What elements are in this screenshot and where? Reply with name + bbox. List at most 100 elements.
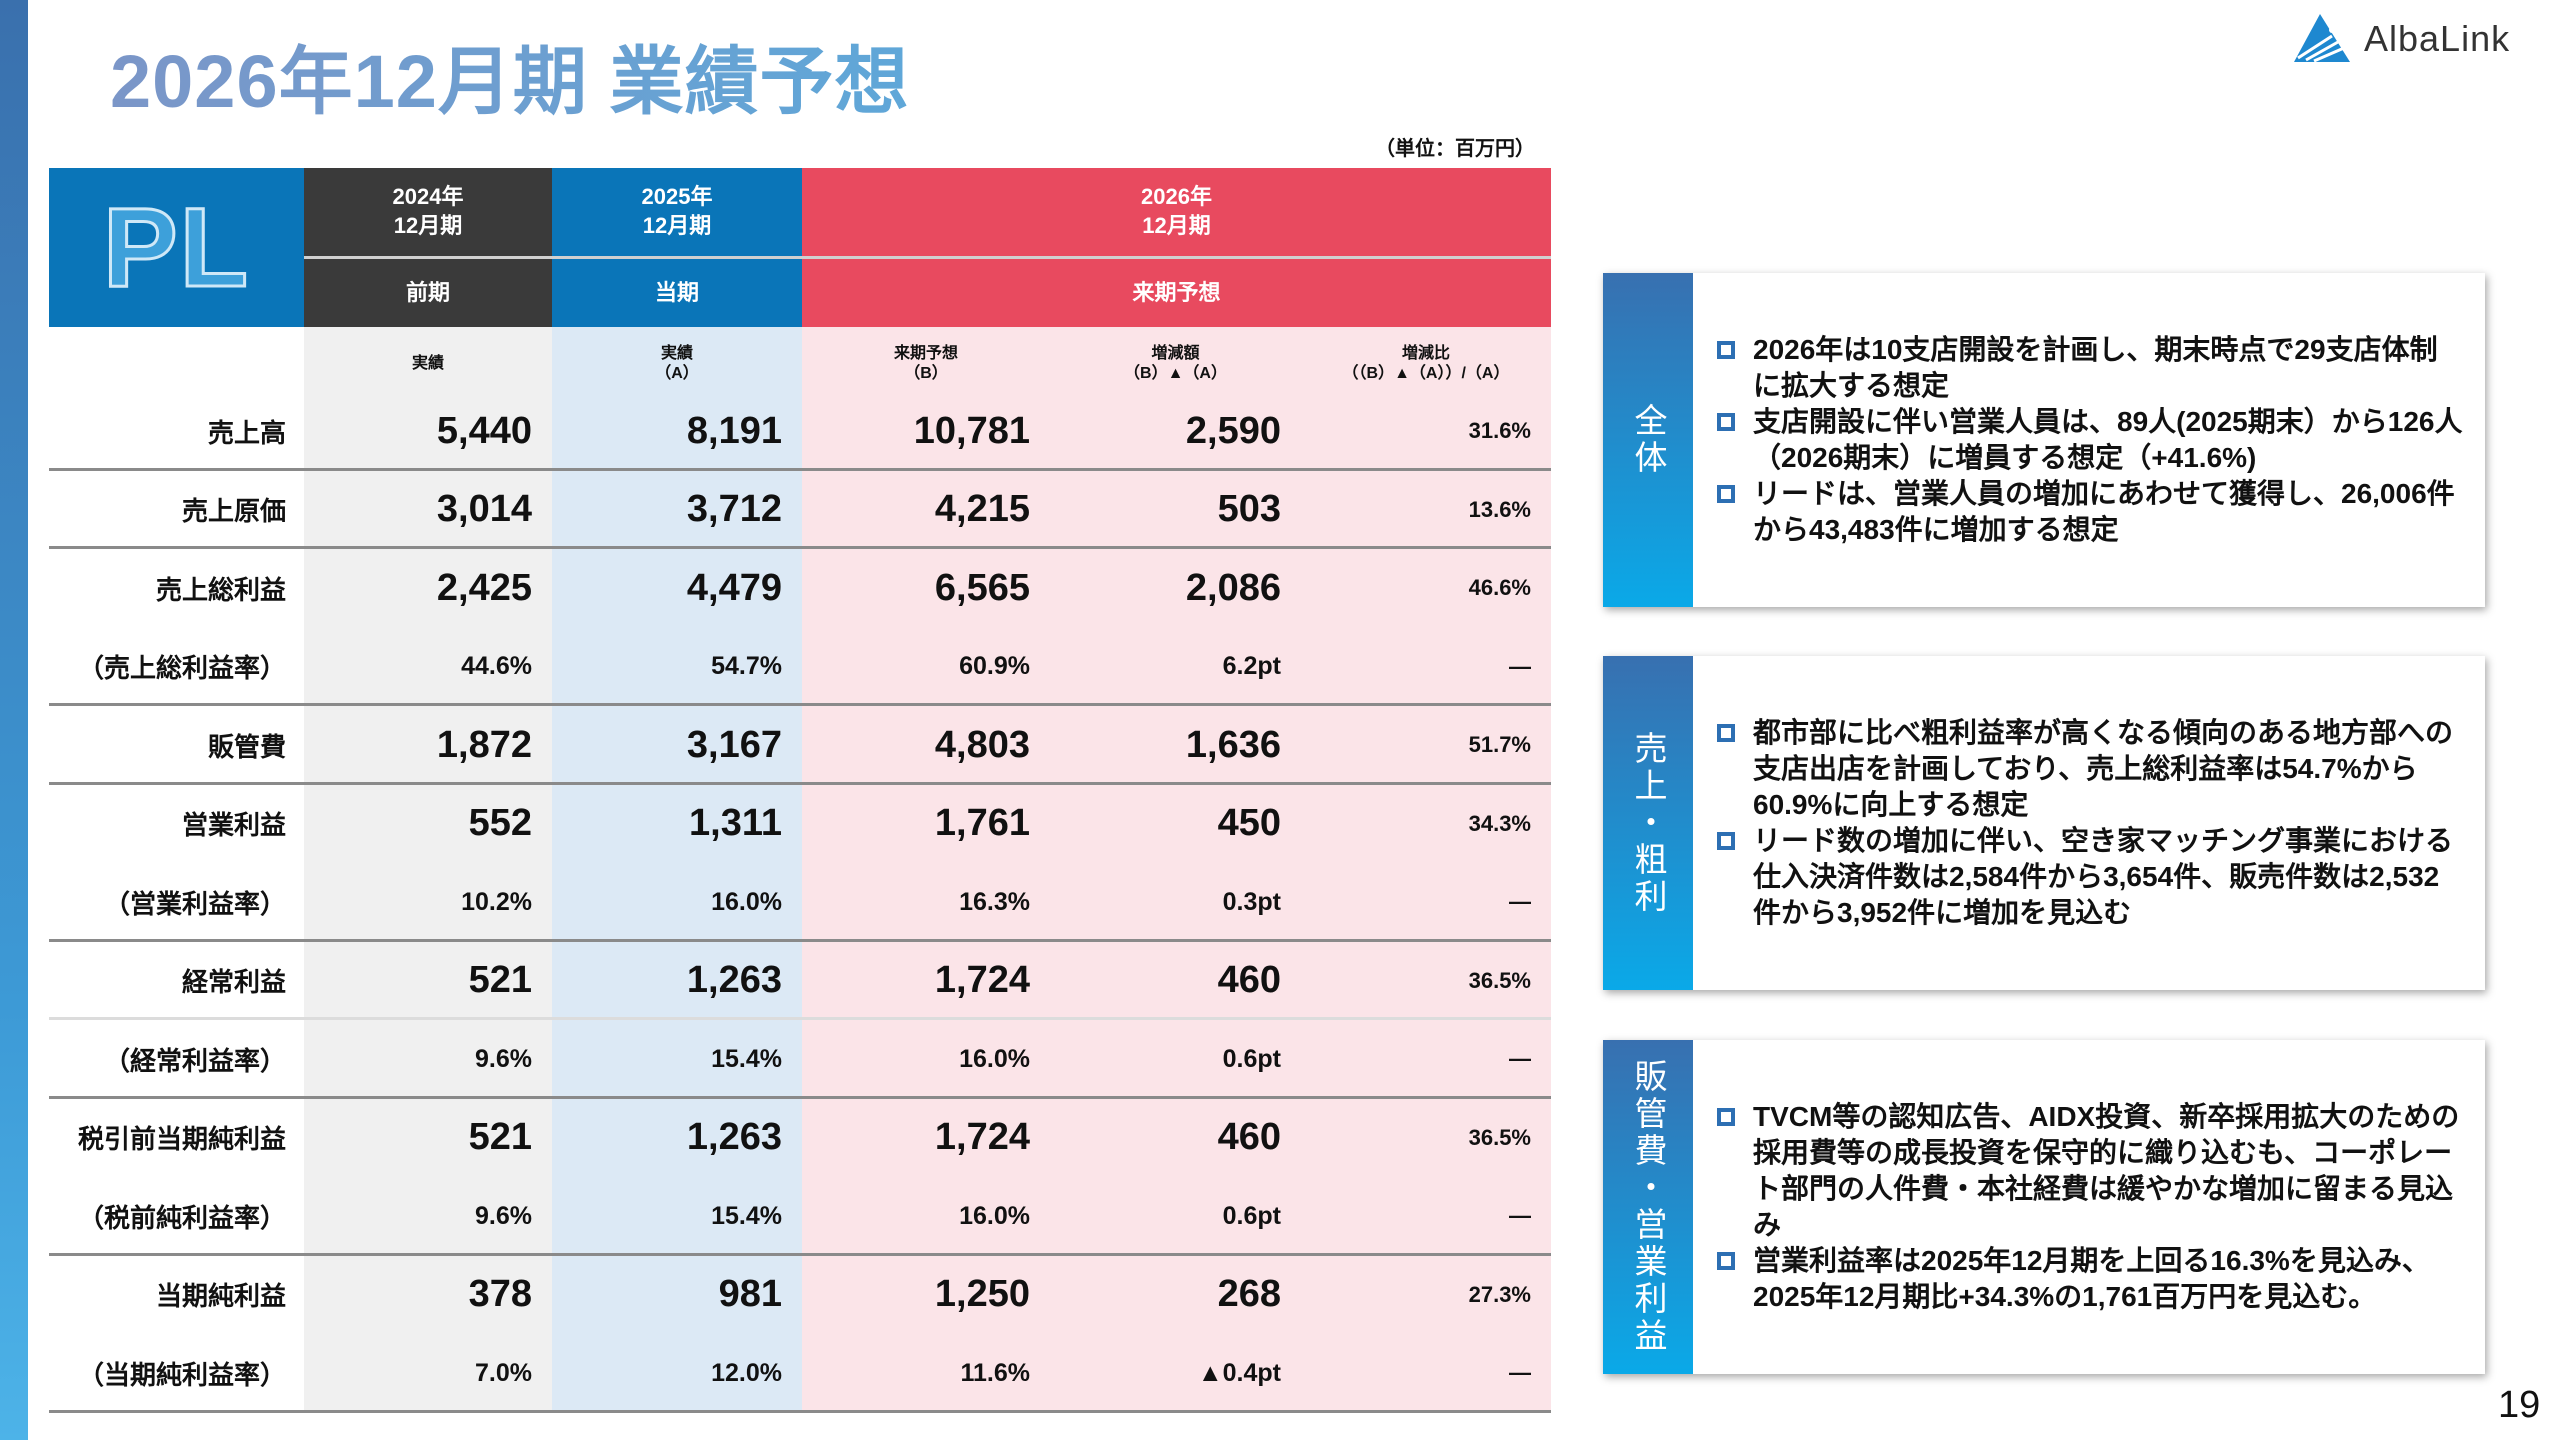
value-cell: 460 bbox=[1217, 1116, 1281, 1158]
value-cell: 54.7% bbox=[711, 652, 782, 680]
value-cell: — bbox=[1509, 1360, 1531, 1385]
period-header: 2026年 12月期 bbox=[802, 168, 1551, 256]
value-cell: 521 bbox=[468, 959, 532, 1001]
value-cell: 1,724 bbox=[934, 959, 1030, 1001]
bullet-text: TVCM等の認知広告、AIDX投資、新卒採用拡大のための採用費等の成長投資を保守… bbox=[1753, 1101, 2460, 1240]
value-cell: 503 bbox=[1217, 488, 1281, 530]
value-cell: 10.2% bbox=[461, 887, 532, 916]
value-cell: 2,590 bbox=[1185, 409, 1281, 452]
value-cell: 9.6% bbox=[475, 1201, 532, 1230]
column-subheader: 実績 bbox=[304, 336, 552, 392]
row-label: 売上原価 bbox=[181, 496, 286, 526]
row-label: （売上総利益率） bbox=[77, 653, 286, 683]
value-cell: 521 bbox=[468, 1116, 532, 1158]
value-cell: 12.0% bbox=[711, 1358, 782, 1387]
value-cell: 3,014 bbox=[436, 488, 532, 530]
value-cell: 27.3% bbox=[1468, 1281, 1531, 1307]
row-label: （当期純利益率） bbox=[77, 1359, 286, 1390]
pl-header-cell: PL bbox=[49, 168, 304, 327]
table-row: 税引前当期純利益 521 1,263 1,724 460 36.5% bbox=[49, 1099, 1551, 1178]
bullet-text: 2026年は10支店開設を計画し、期末時点で29支店体制に拡大する想定 bbox=[1753, 334, 2438, 401]
value-cell: 36.5% bbox=[1468, 1124, 1531, 1150]
row-label: （経常利益率） bbox=[103, 1045, 286, 1076]
box-body: TVCM等の認知広告、AIDX投資、新卒採用拡大のための採用費等の成長投資を保守… bbox=[1713, 1040, 2465, 1374]
logo-mark-icon bbox=[2294, 14, 2350, 63]
period-term: 12月期 bbox=[642, 213, 712, 238]
value-cell: 15.4% bbox=[711, 1044, 782, 1073]
row-label: 当期純利益 bbox=[155, 1281, 286, 1311]
table-row: 売上高 5,440 8,191 10,781 2,590 31.6% bbox=[49, 392, 1551, 471]
bullet-item: 営業利益率は2025年12月期を上回る16.3%を見込み、2025年12月期比+… bbox=[1713, 1243, 2465, 1315]
value-cell: 1,724 bbox=[934, 1116, 1030, 1158]
value-cell: 4,215 bbox=[934, 488, 1030, 530]
box-body: 都市部に比べ粗利益率が高くなる傾向のある地方部への支店出店を計画しており、売上総… bbox=[1713, 656, 2465, 990]
value-cell: 378 bbox=[468, 1273, 532, 1315]
square-bullet-icon bbox=[1717, 832, 1735, 850]
value-cell: 16.3% bbox=[959, 887, 1030, 916]
value-cell: 2,425 bbox=[436, 566, 532, 609]
albalink-logo: AlbaLink bbox=[2292, 14, 2510, 64]
logo-text: AlbaLink bbox=[2364, 18, 2511, 59]
bullet-item: TVCM等の認知広告、AIDX投資、新卒採用拡大のための採用費等の成長投資を保守… bbox=[1713, 1099, 2465, 1243]
value-cell: 1,311 bbox=[689, 802, 782, 844]
bullet-item: リード数の増加に伴い、空き家マッチング事業における仕入決済件数は2,584件から… bbox=[1713, 823, 2465, 931]
square-bullet-icon bbox=[1717, 724, 1735, 742]
value-cell: 15.4% bbox=[711, 1201, 782, 1230]
value-cell: ▲0.4pt bbox=[1197, 1358, 1281, 1387]
box-category-label: 販管費・営業利益 bbox=[1603, 1040, 1693, 1374]
table-row: （税前純利益率） 9.6% 15.4% 16.0% 0.6pt — bbox=[49, 1177, 1551, 1256]
bullet-item: 2026年は10支店開設を計画し、期末時点で29支店体制に拡大する想定 bbox=[1713, 332, 2465, 404]
value-cell: 1,872 bbox=[436, 723, 532, 766]
square-bullet-icon bbox=[1717, 413, 1735, 431]
value-cell: — bbox=[1509, 1203, 1531, 1228]
table-row: 当期純利益 378 981 1,250 268 27.3% bbox=[49, 1256, 1551, 1335]
value-cell: 51.7% bbox=[1468, 732, 1531, 757]
period-tag: 来期予想 bbox=[802, 259, 1551, 327]
period-header: 2024年 12月期 bbox=[304, 168, 552, 256]
square-bullet-icon bbox=[1717, 341, 1735, 359]
value-cell: 0.6pt bbox=[1222, 1044, 1281, 1073]
bullet-text: リード数の増加に伴い、空き家マッチング事業における仕入決済件数は2,584件から… bbox=[1753, 825, 2454, 928]
column-background bbox=[304, 327, 552, 1412]
value-cell: 0.3pt bbox=[1222, 887, 1281, 916]
header-divider bbox=[304, 256, 1551, 259]
value-cell: 1,263 bbox=[686, 959, 782, 1001]
table-row: 経常利益 521 1,263 1,724 460 36.5% bbox=[49, 942, 1551, 1020]
pl-label: PL bbox=[101, 184, 251, 312]
bullet-text: リードは、営業人員の増加にあわせて獲得し、26,006件から43,483件に増加… bbox=[1753, 478, 2455, 545]
period-header: 2025年 12月期 bbox=[552, 168, 802, 256]
subheader-main: 増減額 bbox=[1151, 345, 1200, 362]
bullet-text: 都市部に比べ粗利益率が高くなる傾向のある地方部への支店出店を計画しており、売上総… bbox=[1753, 717, 2454, 820]
value-cell: 36.5% bbox=[1468, 967, 1531, 993]
commentary-box: 全体 2026年は10支店開設を計画し、期末時点で29支店体制に拡大する想定 支店開… bbox=[1603, 273, 2485, 607]
value-cell: 0.6pt bbox=[1222, 1201, 1281, 1230]
value-cell: 460 bbox=[1217, 959, 1281, 1001]
column-subheader: 実績 （A） bbox=[552, 336, 802, 392]
period-year: 2025年 bbox=[641, 184, 713, 210]
value-cell: 1,761 bbox=[934, 802, 1030, 844]
value-cell: 44.6% bbox=[461, 652, 532, 680]
bullet-text: 支店開設に伴い営業人員は、89人(2025期末）から126人（2026期末）に増… bbox=[1753, 406, 2463, 473]
table-row: （経常利益率） 9.6% 15.4% 16.0% 0.6pt — bbox=[49, 1020, 1551, 1099]
column-subheader: 増減比 （（B）▲（A））/（A） bbox=[1301, 336, 1551, 392]
row-label: 販管費 bbox=[207, 731, 286, 762]
value-cell: 5,440 bbox=[436, 409, 532, 452]
value-cell: 4,479 bbox=[686, 566, 782, 609]
value-cell: 16.0% bbox=[959, 1201, 1030, 1230]
square-bullet-icon bbox=[1717, 1108, 1735, 1126]
period-year: 2026年 bbox=[1141, 184, 1212, 210]
commentary-box: 販管費・営業利益 TVCM等の認知広告、AIDX投資、新卒採用拡大のための採用費等… bbox=[1603, 1040, 2485, 1374]
period-tag: 当期 bbox=[552, 259, 802, 327]
square-bullet-icon bbox=[1717, 485, 1735, 503]
period-year: 2024年 bbox=[392, 184, 464, 210]
value-cell: — bbox=[1509, 889, 1531, 914]
period-term: 12月期 bbox=[393, 213, 463, 238]
bullet-item: 支店開設に伴い営業人員は、89人(2025期末）から126人（2026期末）に増… bbox=[1713, 404, 2465, 476]
value-cell: 31.6% bbox=[1468, 418, 1531, 443]
value-cell: 268 bbox=[1217, 1273, 1281, 1315]
row-label: 税引前当期純利益 bbox=[77, 1124, 286, 1154]
column-background bbox=[802, 327, 1551, 1412]
value-cell: 981 bbox=[718, 1273, 782, 1315]
value-cell: 6,565 bbox=[934, 566, 1030, 609]
subheader-sub: （B）▲（A） bbox=[1124, 365, 1227, 382]
